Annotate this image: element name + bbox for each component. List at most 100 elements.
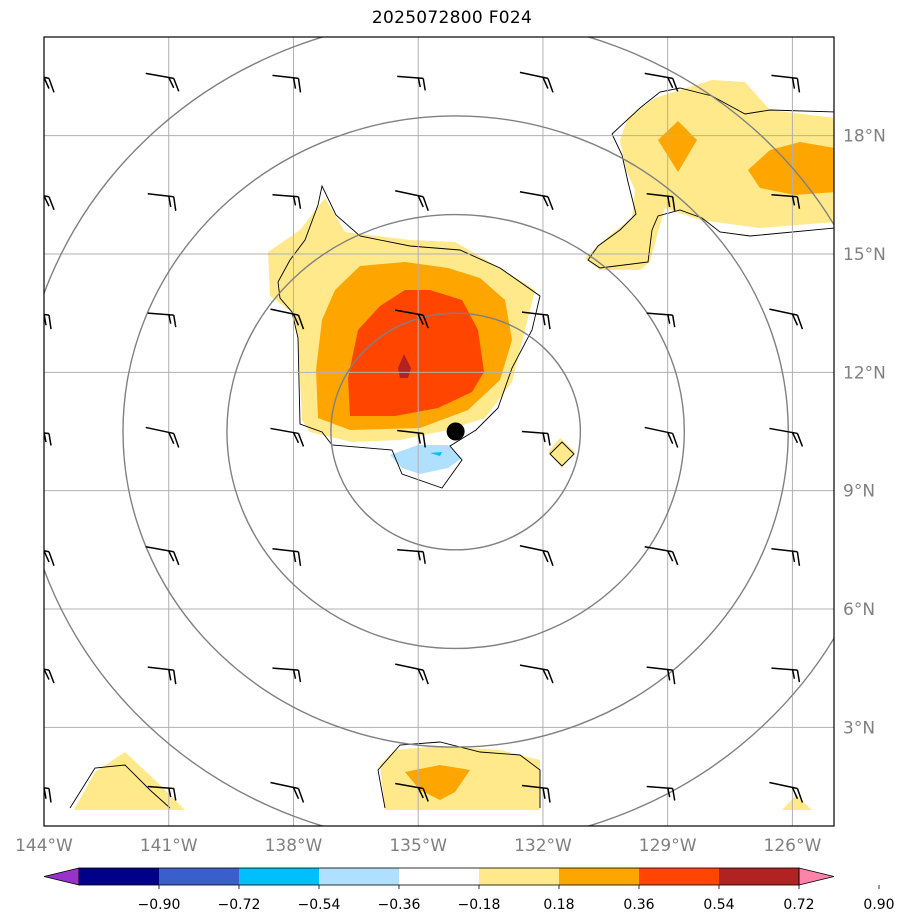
contour-line — [611, 87, 834, 135]
shading-negative — [390, 445, 462, 474]
longitude-label: 138°W — [265, 836, 323, 856]
longitude-label: 135°W — [389, 836, 447, 856]
wind-barb — [769, 308, 804, 330]
wind-barbs — [44, 71, 804, 803]
shade-0.18 — [548, 438, 575, 468]
colorbar-segment — [639, 868, 720, 885]
wind-barb — [771, 667, 801, 683]
wind-barb — [44, 195, 55, 211]
colorbar-segment — [399, 868, 480, 885]
wind-barb — [44, 668, 55, 684]
wind-barb — [519, 545, 554, 567]
wind-barb — [397, 75, 426, 91]
shade-0.36 — [405, 765, 470, 800]
wind-barb — [646, 785, 676, 801]
longitude-labels: 144°W 141°W 138°W 135°W 132°W 129°W 126°W — [15, 836, 821, 856]
wind-barb — [646, 192, 676, 211]
range-ring — [330, 312, 582, 551]
contour-line — [277, 184, 541, 489]
longitude-label: 132°W — [514, 836, 572, 856]
colorbar-tick-label: −0.18 — [458, 897, 501, 913]
longitude-label: 129°W — [639, 836, 697, 856]
colorbar: −0.90 −0.72 −0.54 −0.36 −0.18 0.18 0.36 0.54 0.7… — [43, 867, 895, 913]
longitude-label: 141°W — [140, 836, 198, 856]
colorbar-segment — [479, 868, 560, 885]
colorbar-frame — [78, 867, 800, 886]
latitude-label: 18°N — [843, 127, 886, 147]
longitude-label: 126°W — [764, 836, 822, 856]
colorbar-tick-label: 0.54 — [703, 897, 734, 913]
wind-barb — [395, 663, 429, 685]
map-title: 2025072800 F024 — [371, 8, 533, 28]
latitude-label: 6°N — [843, 600, 875, 620]
wind-barb — [272, 548, 302, 566]
colorbar-segment — [239, 868, 320, 885]
colorbar-segment — [559, 868, 640, 885]
colorbar-extend-min — [43, 867, 80, 886]
shading-positive — [74, 80, 834, 810]
latitude-label: 12°N — [843, 363, 886, 383]
wind-barb — [44, 549, 55, 567]
wind-barb — [644, 546, 679, 566]
shade-0.18 — [585, 80, 834, 270]
wind-barb — [397, 549, 426, 564]
wind-barb — [44, 787, 52, 803]
map-plot-area — [44, 37, 834, 826]
plot-frame — [43, 36, 835, 827]
colorbar-tick-label: 0.36 — [623, 897, 654, 913]
colorbar-tick-label: 0.18 — [543, 897, 574, 913]
wind-barb — [519, 71, 554, 93]
wind-barb — [272, 74, 302, 93]
colorbar-segment — [719, 868, 800, 885]
wind-barb — [519, 191, 554, 211]
wind-barb — [145, 546, 180, 566]
shade-0.36 — [748, 142, 834, 195]
shade-0.18 — [74, 752, 185, 810]
wind-barb — [147, 666, 177, 685]
wind-barb — [270, 308, 305, 330]
colorbar-tick-label: −0.36 — [378, 897, 421, 913]
wind-barb — [644, 426, 679, 448]
wind-barb — [44, 432, 52, 446]
wind-barb — [521, 784, 551, 803]
wind-barb — [270, 781, 305, 803]
contour-line — [69, 764, 171, 809]
wind-barb — [769, 427, 804, 447]
range-ring — [226, 213, 686, 650]
wind-barb — [44, 76, 55, 93]
latitude-labels: 18°N 15°N 12°N 9°N 6°N 3°N — [843, 127, 886, 739]
shade--0.18 — [390, 445, 462, 474]
colorbar-extend-max — [798, 867, 835, 886]
colorbar-tick-label: −0.54 — [298, 897, 341, 913]
latitude-label: 9°N — [843, 482, 875, 502]
wind-barb — [147, 785, 177, 801]
wind-barb — [771, 548, 801, 566]
wind-barb — [147, 192, 177, 211]
wind-barb — [521, 311, 551, 330]
wind-barb — [395, 190, 429, 211]
wind-barb — [646, 312, 676, 328]
colorbar-tick-label: −0.90 — [138, 897, 181, 913]
wind-barb — [771, 193, 801, 209]
wind-barb — [147, 312, 177, 328]
colorbar-segment — [319, 868, 400, 885]
contour-line — [587, 133, 834, 269]
colorbar-segment — [79, 868, 160, 885]
colorbar-tick-label: −0.72 — [218, 897, 261, 913]
wind-barb — [395, 782, 429, 802]
longitude-label: 144°W — [15, 836, 73, 856]
wind-barb — [272, 193, 302, 209]
shade--0.36 — [430, 452, 442, 456]
colorbar-tick-label: 0.90 — [863, 897, 894, 913]
wind-barb — [145, 72, 180, 92]
wind-barb — [145, 426, 180, 448]
colorbar-tick-label: 0.72 — [783, 897, 814, 913]
wind-barb — [771, 74, 801, 93]
latitude-label: 3°N — [843, 718, 875, 738]
colorbar-segment — [159, 868, 240, 885]
wind-barb — [521, 430, 551, 446]
shading-0.54 — [348, 290, 484, 416]
shade-0.18 — [782, 795, 812, 810]
wind-barb — [769, 781, 804, 803]
